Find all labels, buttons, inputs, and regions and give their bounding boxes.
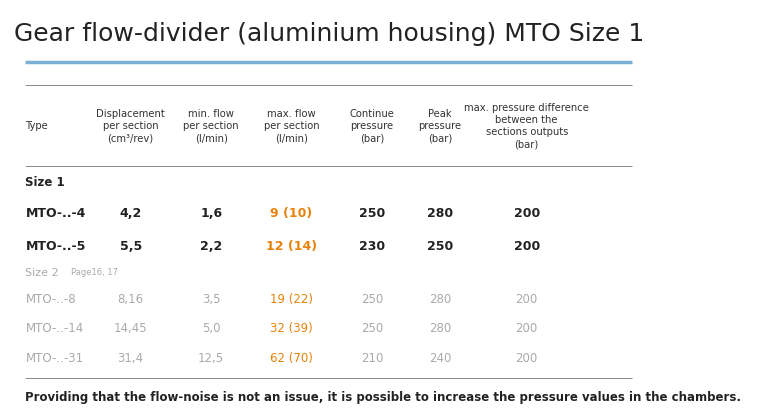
Text: 250: 250 bbox=[361, 293, 384, 306]
Text: 1,6: 1,6 bbox=[200, 207, 222, 220]
Text: 230: 230 bbox=[359, 241, 385, 253]
Text: Gear flow-divider (aluminium housing) MTO Size 1: Gear flow-divider (aluminium housing) MT… bbox=[14, 22, 644, 46]
Text: 200: 200 bbox=[514, 207, 540, 220]
Text: MTO-..-5: MTO-..-5 bbox=[25, 241, 86, 253]
Text: 200: 200 bbox=[515, 352, 538, 365]
Text: MTO-..-4: MTO-..-4 bbox=[25, 207, 86, 220]
Text: 280: 280 bbox=[429, 323, 451, 336]
Text: MTO-..-14: MTO-..-14 bbox=[25, 323, 84, 336]
Text: Page16, 17: Page16, 17 bbox=[71, 268, 117, 277]
Text: 280: 280 bbox=[427, 207, 453, 220]
Text: 250: 250 bbox=[427, 241, 453, 253]
Text: Peak
pressure
(bar): Peak pressure (bar) bbox=[419, 109, 462, 144]
Text: Size 1: Size 1 bbox=[25, 176, 65, 189]
Text: 19 (22): 19 (22) bbox=[270, 293, 313, 306]
Text: Type: Type bbox=[25, 121, 48, 131]
Text: 8,16: 8,16 bbox=[117, 293, 143, 306]
Text: Continue
pressure
(bar): Continue pressure (bar) bbox=[350, 109, 394, 144]
Text: 200: 200 bbox=[514, 241, 540, 253]
Text: MTO-..-31: MTO-..-31 bbox=[25, 352, 84, 365]
Text: Displacement
per section
(cm³/rev): Displacement per section (cm³/rev) bbox=[97, 109, 165, 144]
Text: 4,2: 4,2 bbox=[120, 207, 142, 220]
Text: 5,0: 5,0 bbox=[202, 323, 220, 336]
Text: MTO-..-8: MTO-..-8 bbox=[25, 293, 76, 306]
Text: 62 (70): 62 (70) bbox=[270, 352, 313, 365]
Text: 240: 240 bbox=[429, 352, 451, 365]
Text: 31,4: 31,4 bbox=[117, 352, 143, 365]
Text: 280: 280 bbox=[429, 293, 451, 306]
Text: 3,5: 3,5 bbox=[202, 293, 220, 306]
Text: min. flow
per section
(l/min): min. flow per section (l/min) bbox=[183, 109, 239, 144]
Text: 250: 250 bbox=[359, 207, 385, 220]
Text: 5,5: 5,5 bbox=[120, 241, 142, 253]
Text: 200: 200 bbox=[515, 323, 538, 336]
Text: 12,5: 12,5 bbox=[198, 352, 224, 365]
Text: 250: 250 bbox=[361, 323, 384, 336]
Text: 210: 210 bbox=[360, 352, 384, 365]
Text: 14,45: 14,45 bbox=[114, 323, 147, 336]
Text: 32 (39): 32 (39) bbox=[270, 323, 313, 336]
Text: max. flow
per section
(l/min): max. flow per section (l/min) bbox=[264, 109, 319, 144]
Text: Providing that the flow-noise is not an issue, it is possible to increase the pr: Providing that the flow-noise is not an … bbox=[25, 391, 742, 404]
Text: Size 2: Size 2 bbox=[25, 268, 59, 278]
Text: 200: 200 bbox=[515, 293, 538, 306]
Text: 2,2: 2,2 bbox=[200, 241, 222, 253]
Text: max. pressure difference
between the
sections outputs
(bar): max. pressure difference between the sec… bbox=[464, 103, 589, 150]
Text: 12 (14): 12 (14) bbox=[266, 241, 317, 253]
Text: 9 (10): 9 (10) bbox=[271, 207, 313, 220]
